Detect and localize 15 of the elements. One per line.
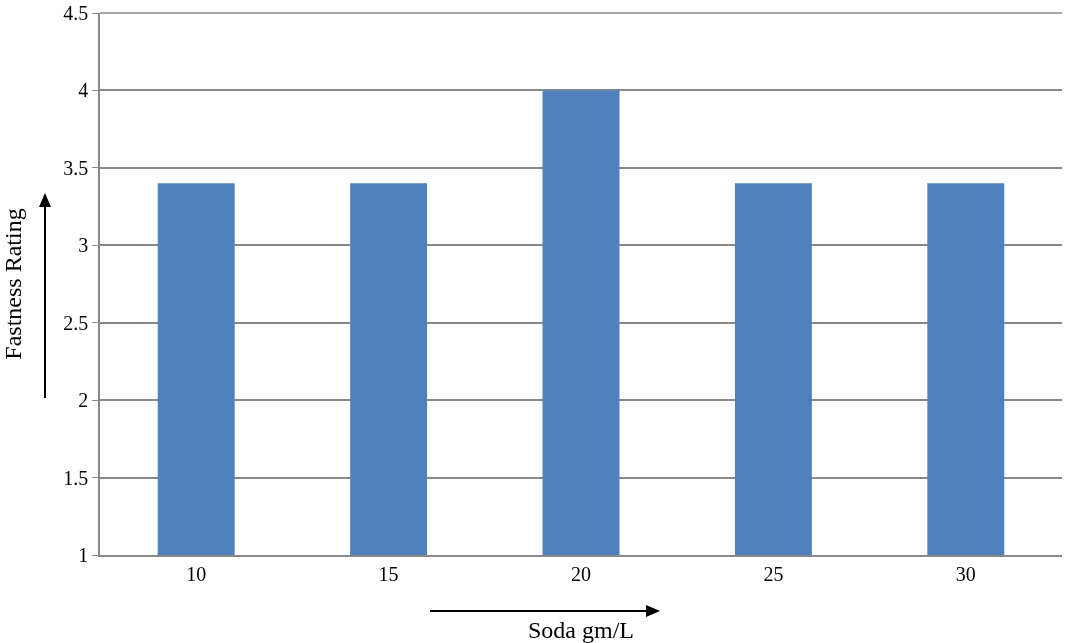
y-tick-label: 1.5 <box>63 466 89 489</box>
y-tick-label: 3.5 <box>63 156 89 179</box>
x-tick-label: 20 <box>571 562 591 585</box>
y-tick-label: 2 <box>78 389 89 412</box>
x-tick-label: 15 <box>378 562 399 585</box>
y-axis-title: Fastness Rating <box>0 208 26 360</box>
y-tick-label: 4 <box>78 79 89 102</box>
y-tick-label: 2.5 <box>63 311 89 334</box>
y-tick-label: 1 <box>78 544 89 566</box>
x-axis-title: Soda gm/L <box>528 617 634 643</box>
y-tick-label: 4.5 <box>63 2 89 24</box>
y-tick-label: 3 <box>78 234 89 257</box>
x-tick-label: 25 <box>763 562 784 585</box>
x-tick-label: 30 <box>955 562 976 585</box>
x-tick-label: 10 <box>186 562 207 585</box>
